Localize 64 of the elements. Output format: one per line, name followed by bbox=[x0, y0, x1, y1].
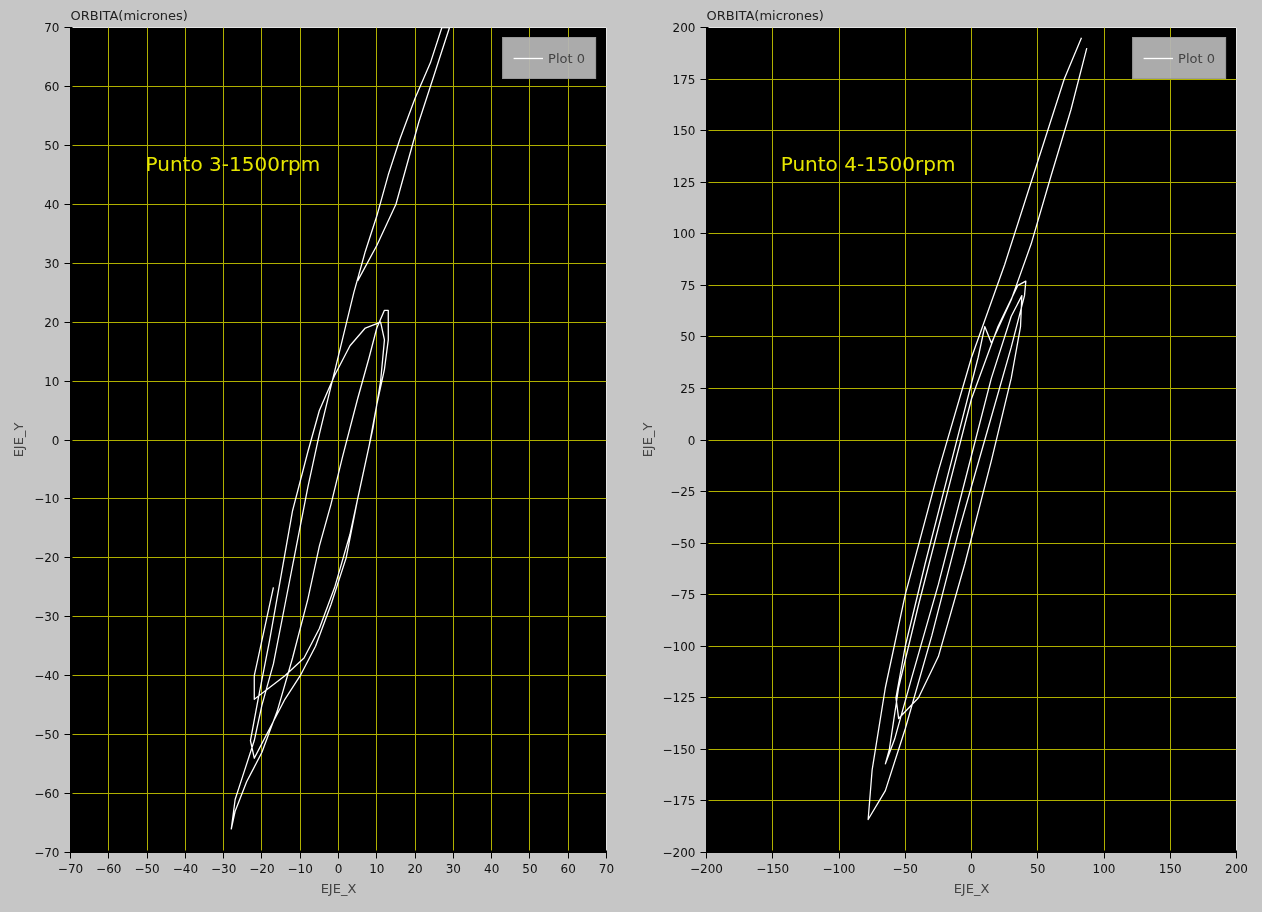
x-tick-label: −100 bbox=[822, 861, 856, 876]
x-tick-label: 70 bbox=[598, 861, 615, 876]
y-axis-title: EJE_Y bbox=[11, 422, 27, 458]
y-tick-label: −150 bbox=[662, 742, 696, 757]
x-tick-label: −60 bbox=[96, 861, 122, 876]
y-tick-label: 50 bbox=[44, 138, 60, 153]
legend-label: Plot 0 bbox=[1178, 50, 1215, 66]
x-tick-label: −50 bbox=[892, 861, 918, 876]
y-tick-label: 200 bbox=[672, 21, 696, 35]
y-tick-label: −20 bbox=[34, 551, 60, 566]
legend-label: Plot 0 bbox=[548, 50, 585, 66]
x-tick-label: 150 bbox=[1158, 861, 1182, 876]
y-tick-label: −100 bbox=[662, 639, 696, 654]
x-tick-label: −10 bbox=[287, 861, 313, 876]
y-axis-title: EJE_Y bbox=[639, 422, 655, 458]
x-axis-title: EJE_X bbox=[320, 880, 357, 896]
x-tick-label: 0 bbox=[334, 861, 343, 876]
y-tick-label: 0 bbox=[687, 433, 696, 448]
y-tick-label: −25 bbox=[670, 485, 696, 500]
y-tick-label: 70 bbox=[44, 21, 60, 35]
x-tick-label: 30 bbox=[445, 861, 461, 876]
y-tick-label: −50 bbox=[34, 728, 60, 743]
x-tick-label: 20 bbox=[407, 861, 423, 876]
y-tick-label: −40 bbox=[34, 669, 60, 684]
y-tick-label: −125 bbox=[662, 691, 696, 706]
x-tick-label: −50 bbox=[134, 861, 160, 876]
y-tick-label: 25 bbox=[680, 381, 696, 396]
x-tick-label: 50 bbox=[1030, 861, 1046, 876]
x-tick-label: −70 bbox=[57, 861, 84, 876]
x-tick-label: 200 bbox=[1225, 861, 1248, 876]
y-tick-label: 20 bbox=[44, 315, 60, 330]
y-tick-label: 150 bbox=[672, 124, 696, 139]
x-axis-title: EJE_X bbox=[953, 880, 990, 896]
x-tick-label: 40 bbox=[484, 861, 500, 876]
x-tick-label: 100 bbox=[1092, 861, 1116, 876]
x-tick-label: −40 bbox=[172, 861, 199, 876]
y-tick-label: 0 bbox=[51, 433, 60, 448]
y-tick-label: −50 bbox=[670, 536, 696, 551]
y-tick-label: −75 bbox=[670, 588, 696, 603]
y-tick-label: 40 bbox=[44, 197, 60, 212]
y-tick-label: 125 bbox=[672, 175, 696, 190]
y-tick-label: 60 bbox=[44, 79, 60, 94]
y-tick-label: −60 bbox=[34, 787, 60, 802]
x-tick-label: 0 bbox=[967, 861, 976, 876]
y-tick-label: −10 bbox=[34, 492, 60, 507]
x-tick-label: −150 bbox=[756, 861, 790, 876]
y-tick-label: −30 bbox=[34, 610, 60, 625]
y-tick-label: 75 bbox=[680, 278, 696, 293]
y-tick-label: 100 bbox=[672, 227, 696, 242]
x-tick-label: 60 bbox=[560, 861, 576, 876]
y-tick-label: −70 bbox=[34, 846, 60, 860]
chart-title: ORBITA(micrones) bbox=[70, 7, 188, 23]
y-tick-label: −175 bbox=[662, 794, 696, 809]
y-tick-label: 30 bbox=[44, 256, 60, 271]
chart-title: ORBITA(micrones) bbox=[706, 7, 824, 23]
y-tick-label: 50 bbox=[680, 330, 696, 345]
x-tick-label: −200 bbox=[690, 861, 723, 876]
x-tick-label: 50 bbox=[522, 861, 538, 876]
y-tick-label: 175 bbox=[672, 72, 696, 87]
x-tick-label: −30 bbox=[210, 861, 237, 876]
y-tick-label: 10 bbox=[44, 374, 60, 389]
x-tick-label: 10 bbox=[369, 861, 385, 876]
x-tick-label: −20 bbox=[249, 861, 275, 876]
y-tick-label: −200 bbox=[662, 846, 696, 860]
